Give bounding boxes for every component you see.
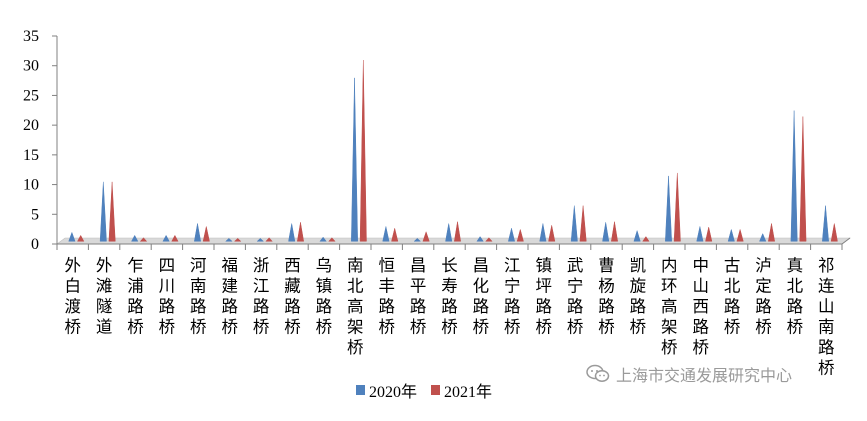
- x-category-label: 凯旋路桥: [630, 256, 647, 337]
- x-category-label: 长寿路桥: [441, 256, 458, 337]
- y-tick-label: 25: [23, 87, 39, 104]
- wechat-icon: [586, 364, 610, 382]
- x-category-label: 恒丰路桥: [378, 256, 395, 337]
- bar-2021: [171, 234, 179, 242]
- bar-2020: [507, 228, 516, 242]
- chart-legend: 2020年 2021年: [356, 378, 506, 402]
- bar-2021: [233, 237, 242, 242]
- bar-2021: [359, 60, 367, 242]
- bar-2021: [77, 234, 85, 242]
- x-category-label: 乌镇路桥: [316, 256, 333, 337]
- bar-2020: [665, 175, 672, 242]
- bar-2021: [673, 172, 681, 242]
- bar-2021: [516, 228, 524, 242]
- x-category-label: 中山西路桥: [692, 256, 709, 357]
- chart-bars: [68, 60, 838, 242]
- chart-axes: [56, 36, 851, 250]
- y-tick-label: 0: [31, 236, 39, 253]
- x-category-label: 昌平路桥: [410, 256, 427, 337]
- x-category-label: 福建路桥: [221, 256, 238, 337]
- x-category-label: 真北路桥: [787, 256, 804, 337]
- bar-2020: [570, 205, 578, 242]
- y-tick-label: 20: [23, 117, 39, 134]
- x-axis-labels: 外白渡桥外滩隧道乍浦路桥四川路桥河南路桥福建路桥浙江路桥西藏路桥乌镇路桥南北高架…: [64, 256, 835, 378]
- x-category-label: 浙江路桥: [253, 256, 270, 337]
- bar-2020: [131, 234, 139, 242]
- bar-2020: [68, 231, 76, 242]
- legend-label-2020: 2020年: [369, 384, 418, 401]
- bar-2020: [288, 223, 296, 242]
- y-axis-ticks: 0 5 10 15 20 25 30 35: [23, 28, 57, 253]
- bar-2021: [548, 225, 556, 242]
- bar-2021: [328, 237, 336, 242]
- bar-2021: [642, 236, 650, 242]
- bar-2020: [696, 226, 704, 242]
- bar-2020: [319, 236, 327, 242]
- x-category-label: 内环高架桥: [661, 256, 678, 357]
- x-category-label: 昌化路桥: [473, 256, 490, 337]
- bar-2020: [759, 232, 767, 242]
- bar-2021: [767, 223, 775, 242]
- x-category-label: 四川路桥: [159, 256, 176, 337]
- bar-2021: [297, 222, 304, 242]
- legend-key-2021: [431, 385, 441, 395]
- bar-2021: [454, 221, 461, 242]
- y-tick-label: 35: [23, 28, 39, 45]
- x-category-label: 镇坪路桥: [535, 256, 552, 337]
- x-category-label: 泸定路桥: [755, 256, 772, 337]
- y-tick-label: 5: [31, 206, 39, 223]
- bar-2020: [162, 234, 170, 242]
- bar-2020: [99, 181, 107, 242]
- bar-2021: [799, 116, 807, 242]
- bar-2020: [633, 229, 641, 242]
- x-category-label: 南北高架桥: [347, 256, 364, 357]
- legend-label-2021: 2021年: [444, 384, 493, 401]
- x-category-label: 乍浦路桥: [127, 256, 144, 337]
- bar-2021: [265, 237, 273, 242]
- y-tick-label: 15: [23, 147, 39, 164]
- bar-2021: [611, 221, 618, 242]
- bar-2021: [422, 231, 430, 242]
- bar-2020: [822, 205, 829, 242]
- legend-item-2021: 2021年: [431, 378, 492, 402]
- bar-2020: [539, 223, 547, 242]
- bar-2021: [202, 226, 210, 242]
- x-category-label: 江宁路桥: [504, 256, 521, 337]
- bar-2021: [139, 237, 148, 242]
- bar-2020: [727, 228, 735, 242]
- bar-2021: [579, 205, 587, 242]
- x-category-label: 古北路桥: [724, 256, 741, 337]
- x-category-label: 西藏路桥: [284, 256, 301, 337]
- x-category-label: 河南路桥: [190, 256, 207, 337]
- x-category-label: 祁连山南路桥: [818, 256, 835, 378]
- x-category-label: 外白渡桥: [64, 256, 81, 337]
- bar-2021: [830, 223, 838, 242]
- x-category-label: 武宁路桥: [567, 256, 584, 337]
- bar-2020: [790, 110, 798, 242]
- legend-item-2020: 2020年: [356, 378, 417, 402]
- bar-2021: [705, 226, 713, 242]
- bar-2020: [602, 222, 610, 242]
- bar-2020: [445, 223, 453, 242]
- bar-2021: [485, 237, 493, 242]
- bar-2021: [736, 228, 744, 242]
- bar-2020: [256, 237, 265, 242]
- x-category-label: 曹杨路桥: [598, 256, 615, 337]
- bar-2020: [225, 237, 233, 242]
- y-tick-label: 30: [23, 58, 39, 75]
- bar-2021: [391, 228, 399, 242]
- bar-2020: [194, 223, 202, 242]
- watermark: 上海市交通发展研究中心: [586, 362, 792, 386]
- bar-2020: [382, 226, 390, 242]
- floor-edge: [841, 237, 851, 245]
- bar-2020: [476, 236, 484, 242]
- bar-2020: [413, 237, 422, 242]
- y-tick-label: 10: [23, 177, 39, 194]
- bar-2021: [108, 181, 116, 242]
- watermark-text: 上海市交通发展研究中心: [616, 366, 793, 385]
- bar-2020: [351, 77, 358, 242]
- legend-key-2020: [356, 385, 365, 395]
- x-category-label: 外滩隧道: [96, 256, 113, 337]
